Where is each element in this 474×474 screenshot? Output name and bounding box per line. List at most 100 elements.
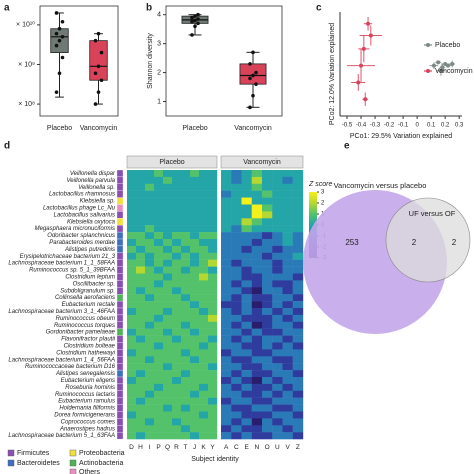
phylum-strip bbox=[116, 300, 124, 309]
heatmap-cell bbox=[190, 273, 200, 281]
phylum-strip bbox=[116, 225, 124, 233]
heatmap-cell bbox=[181, 383, 191, 391]
data-point bbox=[248, 105, 252, 110]
heatmap-cell bbox=[172, 397, 182, 405]
scatter-point bbox=[356, 80, 361, 85]
heatmap-cell bbox=[262, 287, 273, 295]
column-label: R bbox=[174, 444, 179, 451]
heatmap-cell bbox=[231, 370, 242, 378]
heatmap-cell bbox=[154, 328, 164, 336]
heatmap-cell bbox=[272, 383, 283, 391]
colorbar-tick-label: 2 bbox=[321, 201, 325, 207]
heatmap-cell bbox=[181, 418, 191, 426]
data-point bbox=[93, 71, 98, 76]
data-point bbox=[99, 50, 104, 55]
heatmap-cell bbox=[208, 377, 218, 385]
heatmap-cell bbox=[163, 280, 173, 288]
heatmap-cell bbox=[127, 280, 137, 288]
heatmap-cell bbox=[199, 190, 209, 198]
y-tick-label: 4 bbox=[157, 12, 161, 19]
heatmap-cell bbox=[231, 425, 242, 433]
heatmap-cell bbox=[282, 294, 293, 302]
heatmap-cell bbox=[136, 321, 146, 329]
taxon-label: Ruminococcus sp. 5_1_39BFAA bbox=[29, 268, 115, 274]
heatmap-cell bbox=[163, 390, 173, 398]
heatmap-cell bbox=[190, 259, 200, 267]
phylum-strip bbox=[116, 183, 124, 191]
heatmap-cell bbox=[127, 342, 137, 350]
heatmap-cell bbox=[251, 280, 263, 288]
taxon-label: Lactobacillus rhamnosus bbox=[49, 192, 115, 198]
heatmap-cell bbox=[241, 232, 252, 240]
heatmap-cell bbox=[292, 301, 304, 309]
column-label: U bbox=[275, 444, 280, 451]
heatmap-cell bbox=[282, 411, 293, 419]
heatmap-cell bbox=[231, 390, 242, 398]
taxon-label: Klebsiella oxytoca bbox=[67, 219, 116, 225]
column-label: Z bbox=[296, 444, 300, 451]
heatmap-cell bbox=[172, 328, 182, 336]
heatmap-cell bbox=[163, 411, 173, 419]
heatmap-cell bbox=[154, 190, 164, 198]
heatmap-cell bbox=[221, 170, 232, 178]
heatmap-cell bbox=[262, 342, 273, 350]
heatmap-cell bbox=[292, 356, 304, 364]
heatmap-cell bbox=[251, 301, 263, 309]
heatmap-cell bbox=[221, 314, 232, 322]
heatmap-cell bbox=[199, 232, 209, 240]
heatmap-cell bbox=[181, 211, 191, 219]
heatmap-cell bbox=[136, 211, 146, 219]
heatmap-cell bbox=[154, 273, 164, 281]
heatmap-cell bbox=[154, 245, 164, 253]
heatmap-cell bbox=[136, 232, 146, 240]
heatmap-cell bbox=[199, 266, 209, 274]
heatmap-cell bbox=[199, 342, 209, 350]
heatmap-cell bbox=[172, 321, 182, 329]
heatmap-cell bbox=[136, 356, 146, 364]
group-header-label: Placebo bbox=[159, 159, 184, 166]
heatmap-cell bbox=[181, 232, 191, 240]
heatmap-cell bbox=[181, 225, 191, 233]
taxon-label: Clostridium hathewayi bbox=[56, 350, 115, 356]
x-tick-label: 0.1 bbox=[427, 123, 436, 129]
heatmap-cell bbox=[136, 411, 146, 419]
heatmap-cell bbox=[221, 232, 232, 240]
heatmap-cell bbox=[190, 294, 200, 302]
heatmap-cell bbox=[154, 432, 164, 440]
taxon-label: Klebsiella sp. bbox=[80, 199, 115, 205]
heatmap-cell bbox=[272, 252, 283, 260]
heatmap-cell bbox=[190, 170, 200, 178]
heatmap-cell bbox=[163, 377, 173, 385]
data-point bbox=[60, 35, 65, 39]
heatmap-cell bbox=[163, 252, 173, 260]
heatmap-cell bbox=[251, 328, 263, 336]
heatmap-cell bbox=[208, 218, 218, 226]
heatmap-cell bbox=[221, 370, 232, 378]
heatmap-cell bbox=[154, 418, 164, 426]
heatmap-cell bbox=[154, 383, 164, 391]
heatmap-cell bbox=[221, 397, 232, 405]
heatmap-cell bbox=[190, 370, 200, 378]
heatmap-cell bbox=[231, 397, 242, 405]
heatmap-cell bbox=[181, 425, 191, 433]
heatmap-cell bbox=[262, 211, 273, 219]
heatmap-cell bbox=[136, 418, 146, 426]
heatmap-cell bbox=[136, 363, 146, 371]
heatmap-cell bbox=[282, 308, 293, 316]
heatmap-cell bbox=[190, 425, 200, 433]
heatmap-cell bbox=[154, 225, 164, 233]
heatmap-cell bbox=[272, 190, 283, 198]
heatmap-cell bbox=[136, 225, 146, 233]
heatmap-cell bbox=[154, 183, 164, 191]
x-tick-label: Vancomycin bbox=[80, 125, 118, 132]
heatmap-cell bbox=[251, 356, 263, 364]
panel-label: c bbox=[316, 3, 322, 14]
heatmap-cell bbox=[262, 190, 273, 198]
heatmap-cell bbox=[231, 287, 242, 295]
heatmap-cell bbox=[241, 280, 252, 288]
heatmap-cell bbox=[251, 383, 263, 391]
taxon-label: Clostridium bolteae bbox=[64, 344, 116, 350]
heatmap-cell bbox=[190, 280, 200, 288]
heatmap-cell bbox=[145, 190, 155, 198]
heatmap-cell bbox=[241, 349, 252, 357]
